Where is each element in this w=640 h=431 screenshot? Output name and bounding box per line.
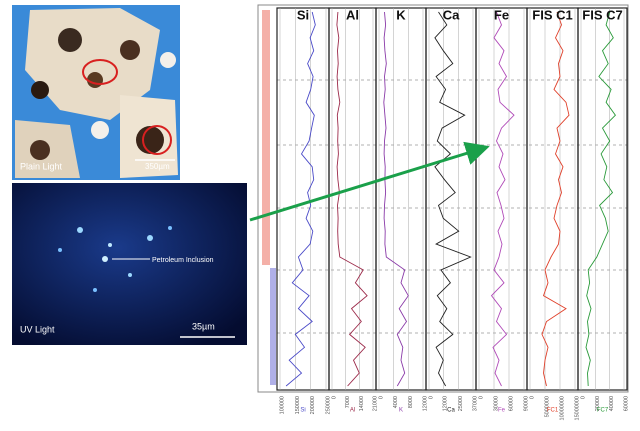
track-title: Al xyxy=(346,7,359,22)
x-tick-label: 14000 xyxy=(359,396,365,411)
log-curve xyxy=(285,11,316,387)
curve-name: K xyxy=(399,408,403,414)
scale-label: 35µm xyxy=(192,321,215,331)
log-curve xyxy=(585,11,616,387)
track-title: Ca xyxy=(443,7,460,22)
x-tick-label: 20000 xyxy=(595,396,601,411)
x-tick-label: 37000 xyxy=(472,396,478,411)
x-tick-label: 5000000 xyxy=(544,396,550,417)
uv-light-photo: Petroleum Inclusion UV Light 35µm xyxy=(12,183,247,345)
annotation: Petroleum Inclusion xyxy=(152,257,214,264)
x-tick-label: 4000 xyxy=(393,396,399,408)
x-tick-label: 0 xyxy=(331,396,337,399)
log-curve xyxy=(541,11,570,387)
track-title: FIS C1 xyxy=(532,7,572,22)
x-tick-label: 40000 xyxy=(609,396,615,411)
x-tick-label: 90000 xyxy=(523,396,529,411)
arrow xyxy=(249,141,490,222)
track xyxy=(577,7,628,391)
x-tick-label: 250000 xyxy=(325,396,331,414)
caption: UV Light xyxy=(20,324,55,334)
x-tick-label: 12000 xyxy=(422,396,428,411)
depth-strip xyxy=(262,10,270,265)
x-tick-label: 8000 xyxy=(408,396,414,408)
x-tick-label: 21000 xyxy=(372,396,378,411)
x-tick-label: 0 xyxy=(478,396,484,399)
x-tick-label: 0 xyxy=(529,396,535,399)
x-tick-label: 15000000 xyxy=(574,396,580,420)
curve-name: Si xyxy=(300,408,305,414)
x-tick-label: 200000 xyxy=(310,396,316,414)
x-tick-label: 10000000 xyxy=(559,396,565,420)
log-curve xyxy=(336,11,368,387)
x-tick-label: 60000 xyxy=(508,396,514,411)
x-tick-label: 100000 xyxy=(279,396,285,414)
curve-name: Al xyxy=(350,408,355,414)
x-tick-label: 25000 xyxy=(458,396,464,411)
x-tick-label: 30000 xyxy=(493,396,499,411)
scale-label: 350µm xyxy=(145,162,170,171)
plain-light-photo: Plain Light 350µm xyxy=(12,5,180,180)
track-title: FIS C7 xyxy=(582,7,622,22)
x-tick-label: 7000 xyxy=(345,396,351,408)
x-tick-label: 0 xyxy=(580,396,586,399)
log-curve xyxy=(490,11,515,387)
curve-name: Fe xyxy=(498,408,506,414)
curve-name: Ca xyxy=(447,408,455,414)
track-title: K xyxy=(396,7,406,22)
caption: Plain Light xyxy=(20,161,63,171)
x-tick-label: 0 xyxy=(428,396,434,399)
curve-name: FC1 xyxy=(547,408,559,414)
depth-strip xyxy=(270,268,276,385)
log-curve xyxy=(434,11,472,387)
log-panel xyxy=(257,4,629,393)
track-title: Si xyxy=(297,7,309,22)
x-tick-label: 150000 xyxy=(295,396,301,414)
x-tick-label: 0 xyxy=(378,396,384,399)
x-tick-label: 12000 xyxy=(443,396,449,411)
curve-name: FC7 xyxy=(597,408,609,414)
track-title: Fe xyxy=(494,7,509,22)
log-curve xyxy=(383,11,409,387)
x-tick-label: 60000 xyxy=(623,396,629,411)
